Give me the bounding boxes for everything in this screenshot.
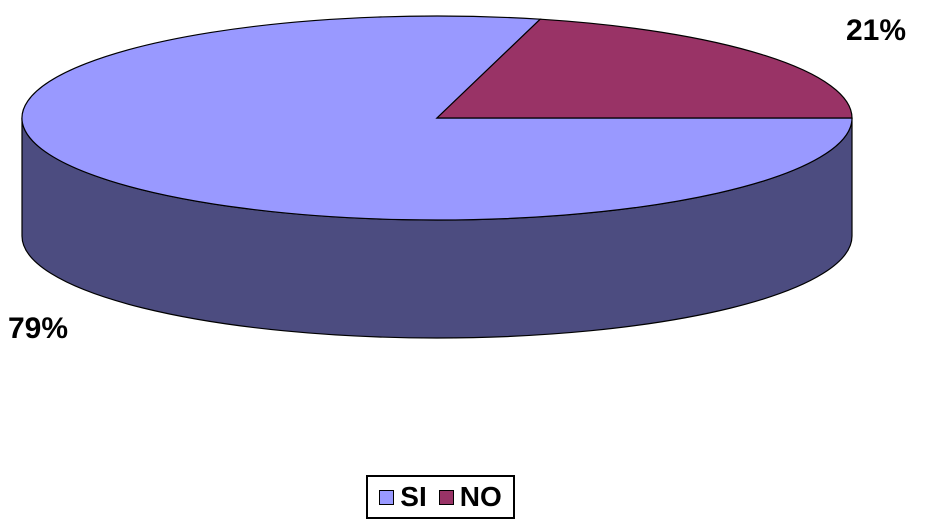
legend-label-si: SI [400, 481, 427, 512]
legend-swatch-no [438, 489, 454, 505]
legend-item-si: SI [379, 481, 427, 512]
legend: SI NO [366, 475, 515, 519]
legend-item-no: NO [438, 481, 502, 512]
legend-label-no: NO [459, 481, 502, 512]
data-label-no: 21% [846, 14, 907, 47]
pie-chart [21, 15, 853, 339]
data-label-si: 79% [8, 312, 69, 345]
pie-slice-si [21, 15, 853, 221]
legend-swatch-si [379, 489, 395, 505]
pie-slice-no [435, 18, 853, 119]
